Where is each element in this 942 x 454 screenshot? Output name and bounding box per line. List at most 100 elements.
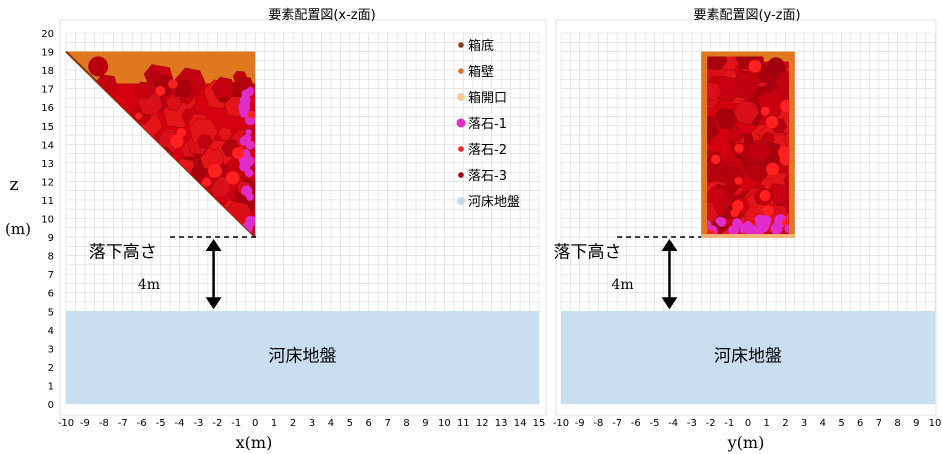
x-tick-label: 4 — [820, 418, 826, 429]
rock-particle-small — [245, 140, 255, 150]
rock-particle-bright — [734, 177, 743, 185]
riverbed-label: 河床地盤 — [269, 346, 337, 366]
x-tick-label: -10 — [553, 418, 569, 429]
x-tick-label: -6 — [137, 418, 147, 429]
rock-particle-bright — [226, 171, 240, 185]
rock-particle-small — [770, 222, 783, 235]
x-tick-label: -4 — [668, 418, 678, 429]
rock-particle-bright — [760, 106, 770, 116]
y-tick-label: 15 — [41, 122, 54, 133]
x-tick-label: -2 — [706, 418, 716, 429]
x-tick-label: -8 — [99, 418, 109, 429]
rock-particle-bright — [785, 213, 789, 223]
legend-marker — [457, 93, 465, 101]
legend-marker — [458, 68, 464, 74]
legend-marker — [458, 172, 464, 178]
drop-height-value: 4m — [138, 277, 160, 293]
rock-elements — [707, 56, 789, 235]
drop-arrow-head-top — [661, 239, 678, 252]
rock-particle-bright — [168, 79, 178, 89]
rock-particle-small — [243, 133, 252, 143]
rock-particle-small — [245, 87, 254, 97]
x-tick-label: 1 — [271, 418, 277, 429]
x-tick-label: -3 — [687, 418, 697, 429]
x-tick-label: 6 — [857, 418, 863, 429]
x-tick-label: 0 — [745, 418, 751, 429]
x-tick-label: 13 — [495, 418, 508, 429]
chart-title: 要素配置図(x-z面) — [268, 8, 375, 23]
rock-particle-bright — [730, 208, 740, 218]
rock-particle-bright — [170, 134, 184, 148]
rock-particle-bright — [208, 164, 222, 178]
x-tick-label: -9 — [80, 418, 90, 429]
drop-arrow-head-bottom — [205, 297, 222, 310]
drop-height-value: 4m — [611, 277, 633, 293]
rock-particle-bright — [763, 205, 774, 217]
chart-title: 要素配置図(y-z面) — [693, 8, 800, 23]
legend-label: 河床地盤 — [468, 195, 520, 210]
x-tick-label: 15 — [533, 418, 546, 429]
x-tick-label: 10 — [929, 418, 942, 429]
y-tick-label: 3 — [48, 344, 54, 355]
legend-label: 落石-2 — [468, 143, 507, 158]
legend-marker — [458, 146, 464, 152]
y-tick-label: 19 — [41, 48, 54, 59]
rock-particle-bright — [201, 177, 212, 187]
x-tick-label: -5 — [650, 418, 660, 429]
x-tick-label: -10 — [58, 418, 74, 429]
rock-particle-bright — [135, 112, 142, 120]
x-tick-label: 5 — [347, 418, 353, 429]
y-tick-label: 8 — [48, 252, 54, 263]
legend-marker — [457, 197, 465, 205]
rock-particle-bright — [780, 152, 789, 166]
rock-particle — [707, 81, 722, 101]
rock-particle-bright — [766, 162, 780, 176]
rock-particle — [747, 139, 771, 162]
z-axis-unit: (m) — [5, 220, 31, 238]
rock-particle — [783, 171, 789, 190]
x-tick-label: 8 — [894, 418, 900, 429]
x-tick-label: 9 — [913, 418, 919, 429]
x-axis-label: y(m) — [727, 433, 765, 452]
x-tick-label: -6 — [631, 418, 641, 429]
legend-label: 箱底 — [468, 38, 494, 54]
rock-particle-small — [739, 223, 750, 234]
y-tick-label: 5 — [48, 307, 54, 318]
x-tick-label: 2 — [290, 418, 296, 429]
x-tick-label: -9 — [575, 418, 585, 429]
legend-marker — [456, 118, 466, 128]
rock-particle — [726, 126, 743, 142]
legend-label: 落石-3 — [468, 169, 507, 184]
rock-particle-small — [242, 161, 251, 171]
x-tick-label: 11 — [457, 418, 470, 429]
rock-particle-bright — [780, 99, 789, 113]
rock-particle-small — [715, 217, 722, 225]
y-tick-label: 2 — [48, 363, 54, 374]
rock-particle-small — [754, 214, 766, 225]
x-tick-label: -5 — [156, 418, 166, 429]
rock-particle — [707, 140, 710, 150]
y-tick-label: 13 — [41, 159, 54, 170]
x-tick-label: 6 — [366, 418, 372, 429]
rock-particle-bright — [155, 85, 166, 96]
y-tick-label: 0 — [48, 400, 54, 411]
y-tick-label: 18 — [41, 66, 54, 77]
y-tick-label: 17 — [41, 85, 54, 96]
y-tick-label: 20 — [41, 29, 54, 40]
rock-particle — [707, 56, 728, 71]
rock-particle-bright — [247, 110, 256, 119]
x-tick-label: -1 — [724, 418, 734, 429]
drop-arrow-head-bottom — [661, 297, 678, 310]
rock-particle — [134, 81, 154, 99]
x-tick-label: 3 — [801, 418, 807, 429]
legend-marker — [458, 42, 464, 48]
y-tick-label: 16 — [41, 103, 54, 114]
x-tick-label: 8 — [403, 418, 409, 429]
z-axis-label: z — [10, 175, 19, 195]
x-tick-label: -2 — [212, 418, 222, 429]
x-tick-label: -4 — [175, 418, 185, 429]
rock-particle-bright — [707, 229, 716, 235]
box-bottom-edge — [701, 234, 795, 239]
